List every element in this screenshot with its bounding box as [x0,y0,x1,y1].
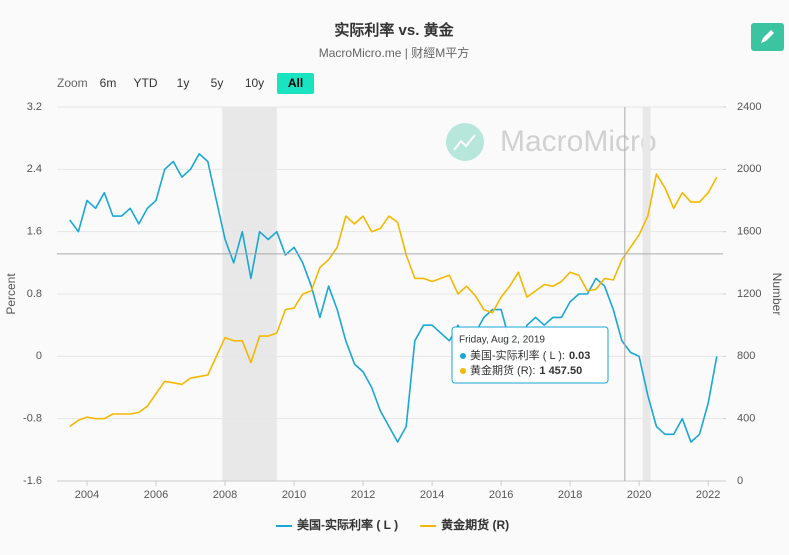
y2-tick-label: 0 [737,475,743,487]
tooltip-box [451,326,609,384]
watermark-icon [446,123,484,161]
x-tick-label: 2006 [144,489,168,501]
y2-axis-title: Number [770,273,784,316]
legend-item[interactable]: 美国-实际利率 ( L ) [276,517,398,532]
tooltip-row-value: 0.03 [569,350,590,362]
edit-icon [761,30,774,43]
zoom-button[interactable]: All [277,73,314,94]
x-tick-label: 2022 [696,489,720,501]
zoom-button-label: YTD [134,76,158,90]
x-tick-label: 2014 [420,489,444,501]
zoom-button[interactable]: 6m [100,76,117,90]
zoom-label: Zoom [57,76,88,90]
y-tick-label: 0 [36,350,42,362]
x-tick-label: 2004 [75,489,99,501]
x-tick-label: 2018 [558,489,582,501]
zoom-button[interactable]: 1y [177,76,190,90]
chart-subtitle: MacroMicro.me | 财經M平方 [319,45,469,60]
zoom-button-label: 5y [211,76,224,90]
y2-tick-label: 400 [737,413,755,425]
y2-tick-label: 2000 [737,163,761,175]
y-axis-title: Percent [4,273,18,315]
y-tick-label: 3.2 [27,101,42,113]
zoom-button-label: 1y [177,76,190,90]
zoom-button-label: All [288,76,303,90]
x-tick-label: 2008 [213,489,237,501]
tooltip-dot [460,368,466,374]
tooltip-row-label: 黄金期货 (R): [470,363,535,377]
tooltip-date: Friday, Aug 2, 2019 [459,335,545,346]
legend-item[interactable]: 黄金期货 (R) [420,517,509,532]
series-line [69,173,718,428]
tooltip-row: 黄金期货 (R): 1 457.50 [470,363,582,377]
zoom-buttons: 6m YTD 1y 5y 10y All [100,73,314,94]
x-tick-label: 2012 [351,489,375,501]
watermark-text: MacroMicro [500,125,657,158]
x-tick-label: 2010 [282,489,306,501]
watermark-icon-line [453,134,476,151]
watermark: MacroMicro [446,123,657,161]
series-line [69,153,718,443]
zoom-button-label: 10y [245,76,264,90]
y-tick-label: 1.6 [27,226,42,238]
chart-title: 实际利率 vs. 黄金 [334,21,454,39]
zoom-button[interactable]: 10y [245,76,264,90]
tooltip-row: 美国-实际利率 ( L ): 0.03 [470,348,590,362]
y2-tick-label: 1600 [737,226,761,238]
edit-button[interactable] [751,23,784,51]
legend-label: 美国-实际利率 ( L ) [297,517,398,532]
y-tick-label: 2.4 [27,163,42,175]
y-tick-label: -1.6 [23,475,42,487]
zoom-button-bg [277,73,314,94]
legend-label: 黄金期货 (R) [441,517,509,532]
zoom-button-label: 6m [100,76,117,90]
zoom-button[interactable]: YTD [134,76,158,90]
x-tick-label: 2016 [489,489,513,501]
y-tick-label: -0.8 [23,413,42,425]
y2-tick-label: 2400 [737,101,761,113]
y2-tick-label: 800 [737,350,755,362]
tooltip-row-value: 1 457.50 [539,365,582,377]
y2-tick-label: 1200 [737,288,761,300]
x-tick-label: 2020 [627,489,651,501]
tooltip-row-label: 美国-实际利率 ( L ): [470,348,565,362]
y-tick-label: 0.8 [27,288,42,300]
tooltip-dot [460,353,466,359]
zoom-button[interactable]: 5y [211,76,224,90]
